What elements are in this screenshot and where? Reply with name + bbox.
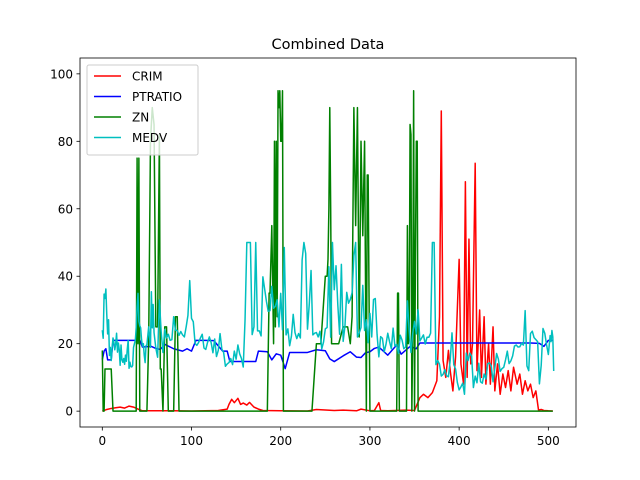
- x-tick-label: 200: [269, 434, 292, 448]
- plot-area-frame: [79, 57, 577, 428]
- legend-label-medv: MEDV: [132, 131, 168, 145]
- x-tick-label: 400: [448, 434, 471, 448]
- legend-label-crim: CRIM: [132, 70, 163, 84]
- x-axis: 0 100 200 300 400 500: [98, 427, 560, 448]
- chart-title: Combined Data: [272, 37, 385, 53]
- y-tick-label: 60: [58, 202, 73, 216]
- y-tick-label: 20: [58, 337, 73, 351]
- x-tick-label: 300: [358, 434, 381, 448]
- legend-box: [86, 64, 199, 156]
- legend-label-zn: ZN: [132, 111, 149, 125]
- y-tick-label: 40: [58, 270, 73, 284]
- x-tick-label: 0: [98, 434, 106, 448]
- legend-label-ptratio: PTRATIO: [132, 90, 182, 104]
- legend: CRIM PTRATIO ZN MEDV: [86, 64, 199, 156]
- y-tick-label: 80: [58, 135, 73, 149]
- y-axis: 0 20 40 60 80 100: [50, 67, 80, 419]
- y-tick-label: 100: [50, 67, 73, 81]
- x-tick-label: 100: [180, 434, 203, 448]
- series-line-crim: [102, 110, 553, 412]
- x-tick-label: 500: [537, 434, 560, 448]
- series-line-zn: [101, 89, 553, 412]
- y-tick-label: 0: [65, 405, 73, 419]
- series-line-medv: [101, 241, 555, 396]
- series-layer: [101, 89, 555, 412]
